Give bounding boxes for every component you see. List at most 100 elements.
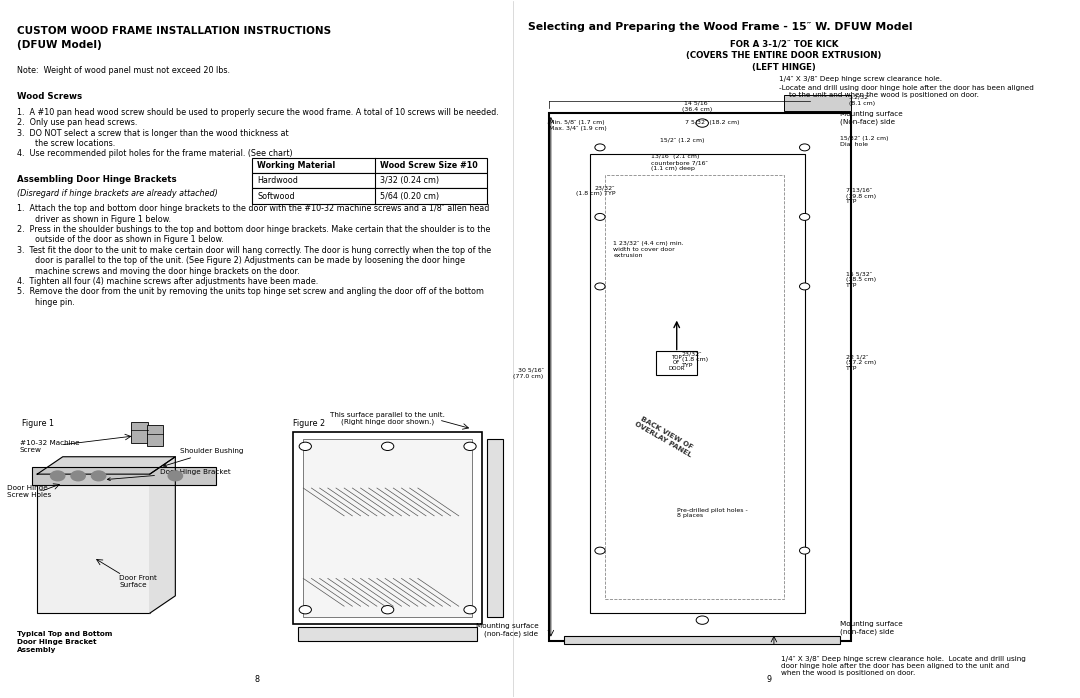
Circle shape: [799, 283, 810, 290]
Polygon shape: [37, 456, 175, 474]
Text: 14 5/16″
(36.4 cm): 14 5/16″ (36.4 cm): [683, 101, 713, 112]
Text: 23/32″
(1.8 cm)
TYP: 23/32″ (1.8 cm) TYP: [681, 351, 708, 368]
Bar: [293, 433, 483, 623]
Text: BACK VIEW OF
OVERLAY PANEL: BACK VIEW OF OVERLAY PANEL: [633, 414, 696, 458]
Text: 7 13/16″
(19.8 cm)
TYP: 7 13/16″ (19.8 cm) TYP: [846, 188, 876, 205]
Text: FOR A 3-1/2″ TOE KICK: FOR A 3-1/2″ TOE KICK: [730, 40, 838, 49]
Circle shape: [381, 606, 394, 614]
Text: 23/32″
(1.8 cm) TYP: 23/32″ (1.8 cm) TYP: [576, 185, 616, 196]
Text: Figure 2: Figure 2: [293, 419, 325, 427]
Bar: [564, 636, 840, 644]
Text: 3.2/32″
(8.1 cm): 3.2/32″ (8.1 cm): [849, 95, 875, 105]
Circle shape: [595, 283, 605, 290]
Bar: [132, 422, 148, 443]
Circle shape: [299, 606, 311, 614]
Text: Note:  Weight of wood panel must not exceed 20 lbs.: Note: Weight of wood panel must not exce…: [16, 66, 230, 75]
Text: Hardwood: Hardwood: [257, 177, 298, 185]
Text: 8: 8: [255, 675, 259, 684]
Text: 30 5/16″
(77.0 cm): 30 5/16″ (77.0 cm): [513, 368, 543, 379]
Circle shape: [595, 547, 605, 554]
Bar: [298, 627, 477, 641]
Bar: [549, 112, 851, 641]
Text: Min. 5/8″ (1.7 cm)
Max. 3/4″ (1.9 cm): Min. 5/8″ (1.7 cm) Max. 3/4″ (1.9 cm): [549, 120, 607, 131]
Text: CUSTOM WOOD FRAME INSTALLATION INSTRUCTIONS
(DFUW Model): CUSTOM WOOD FRAME INSTALLATION INSTRUCTI…: [16, 26, 330, 50]
Text: This surface parallel to the unit.
(Right hinge door shown.): This surface parallel to the unit. (Righ…: [330, 412, 445, 426]
Text: 5.  Remove the door from the unit by removing the units top hinge set screw and : 5. Remove the door from the unit by remo…: [16, 288, 484, 297]
Circle shape: [697, 616, 708, 624]
Text: (Disregard if hinge brackets are already attached): (Disregard if hinge brackets are already…: [16, 189, 217, 198]
Text: Door Hinge
Screw Holes: Door Hinge Screw Holes: [6, 485, 51, 498]
Text: (COVERS THE ENTIRE DOOR EXTRUSION): (COVERS THE ENTIRE DOOR EXTRUSION): [687, 52, 882, 61]
Text: (LEFT HINGE): (LEFT HINGE): [753, 63, 816, 72]
Text: Selecting and Preparing the Wood Frame - 15″ W. DFUW Model: Selecting and Preparing the Wood Frame -…: [528, 22, 913, 32]
Text: 1.  Attach the top and bottom door hinge brackets to the door with the #10-32 ma: 1. Attach the top and bottom door hinge …: [16, 205, 489, 213]
Text: Typical Top and Bottom
Door Hinge Bracket
Assembly: Typical Top and Bottom Door Hinge Bracke…: [16, 630, 112, 653]
Text: Wood Screws: Wood Screws: [16, 92, 82, 101]
Text: outside of the door as shown in Figure 1 below.: outside of the door as shown in Figure 1…: [36, 235, 224, 244]
Bar: [37, 474, 150, 613]
Text: Figure 1: Figure 1: [22, 419, 54, 427]
Text: 1.  A #10 pan head wood screw should be used to properly secure the wood frame. : 1. A #10 pan head wood screw should be u…: [16, 107, 499, 117]
Text: 7 5/32″ (18.2 cm): 7 5/32″ (18.2 cm): [686, 119, 740, 124]
Circle shape: [51, 471, 65, 481]
Text: machine screws and moving the door hinge brackets on the door.: machine screws and moving the door hinge…: [36, 267, 300, 276]
Text: 9: 9: [766, 675, 771, 684]
Text: TOP
OF
DOOR: TOP OF DOOR: [669, 355, 685, 371]
Text: Door Hinge Bracket: Door Hinge Bracket: [107, 469, 231, 481]
Circle shape: [595, 144, 605, 151]
Text: Shoulder Bushing: Shoulder Bushing: [163, 448, 244, 467]
Circle shape: [464, 606, 476, 614]
Text: Door Front
Surface: Door Front Surface: [119, 575, 157, 588]
Text: 1/4″ X 3/8″ Deep hinge screw clearance hole.  Locate and drill using
door hinge : 1/4″ X 3/8″ Deep hinge screw clearance h…: [781, 656, 1026, 676]
Text: Mounting surface
(Non-face) side: Mounting surface (Non-face) side: [840, 112, 903, 125]
Text: Pre-drilled pilot holes -
8 places: Pre-drilled pilot holes - 8 places: [677, 507, 747, 519]
Bar: [590, 154, 805, 613]
Text: 3.  Test fit the door to the unit to make certain door will hang correctly. The : 3. Test fit the door to the unit to make…: [16, 246, 491, 255]
Circle shape: [799, 144, 810, 151]
Bar: [784, 95, 851, 110]
Circle shape: [381, 442, 394, 450]
Circle shape: [799, 547, 810, 554]
Bar: [303, 439, 472, 616]
Circle shape: [71, 471, 85, 481]
Circle shape: [92, 471, 106, 481]
Bar: [487, 439, 503, 616]
Circle shape: [697, 119, 708, 127]
Text: 4.  Tighten all four (4) machine screws after adjustments have been made.: 4. Tighten all four (4) machine screws a…: [16, 277, 318, 286]
Text: hinge pin.: hinge pin.: [36, 298, 75, 306]
Bar: [252, 158, 487, 173]
Text: Softwood: Softwood: [257, 191, 295, 200]
Circle shape: [168, 471, 183, 481]
FancyBboxPatch shape: [657, 351, 698, 375]
Text: Mounting surface
(non-face) side: Mounting surface (non-face) side: [476, 623, 539, 637]
Text: 5/64 (0.20 cm): 5/64 (0.20 cm): [380, 191, 440, 200]
Text: -Locate and drill using door hinge hole after the door has been aligned: -Locate and drill using door hinge hole …: [779, 85, 1034, 91]
Text: 22 1/2″
(57.2 cm)
TYP: 22 1/2″ (57.2 cm) TYP: [846, 355, 876, 371]
Text: 1/4″ X 3/8″ Deep hinge screw clearance hole.: 1/4″ X 3/8″ Deep hinge screw clearance h…: [779, 76, 942, 82]
Text: 2.  Only use pan head screws.: 2. Only use pan head screws.: [16, 118, 137, 127]
Text: Mounting surface
(non-face) side: Mounting surface (non-face) side: [840, 621, 903, 634]
Text: Assembling Door Hinge Brackets: Assembling Door Hinge Brackets: [16, 175, 176, 184]
Text: 1 23/32″ (4.4 cm) min.
width to cover door
extrusion: 1 23/32″ (4.4 cm) min. width to cover do…: [613, 242, 684, 258]
Text: door is parallel to the top of the unit. (See Figure 2) Adjustments can be made : door is parallel to the top of the unit.…: [36, 256, 465, 265]
Text: Working Material: Working Material: [257, 161, 336, 170]
Circle shape: [595, 214, 605, 221]
Text: 15 5/32″
(38.5 cm)
TYP: 15 5/32″ (38.5 cm) TYP: [846, 272, 876, 288]
Text: 13/16″ (2.1 cm)
counterbore 7/16″
(1.1 cm) deep: 13/16″ (2.1 cm) counterbore 7/16″ (1.1 c…: [651, 154, 708, 171]
Text: 2.  Press in the shoulder bushings to the top and bottom door hinge brackets. Ma: 2. Press in the shoulder bushings to the…: [16, 225, 490, 234]
Text: #10-32 Machine
Screw: #10-32 Machine Screw: [19, 440, 80, 453]
Text: 15/2″ (1.2 cm): 15/2″ (1.2 cm): [660, 138, 704, 143]
Bar: [32, 467, 216, 484]
Text: 15/32″ (1.2 cm)
Dia. hole: 15/32″ (1.2 cm) Dia. hole: [840, 136, 889, 147]
Text: to the unit and when the wood is positioned on door.: to the unit and when the wood is positio…: [789, 92, 980, 98]
Text: driver as shown in Figure 1 below.: driver as shown in Figure 1 below.: [36, 214, 171, 223]
Bar: [605, 175, 784, 600]
Text: Wood Screw Size #10: Wood Screw Size #10: [380, 161, 477, 170]
Text: 3.  DO NOT select a screw that is longer than the wood thickness at: 3. DO NOT select a screw that is longer …: [16, 128, 288, 138]
Text: 3/32 (0.24 cm): 3/32 (0.24 cm): [380, 177, 440, 185]
Text: 4.  Use recommended pilot holes for the frame material. (See chart): 4. Use recommended pilot holes for the f…: [16, 149, 293, 158]
Bar: [252, 188, 487, 204]
Text: the screw locations.: the screw locations.: [36, 139, 116, 148]
Circle shape: [299, 442, 311, 450]
Bar: [147, 426, 163, 446]
